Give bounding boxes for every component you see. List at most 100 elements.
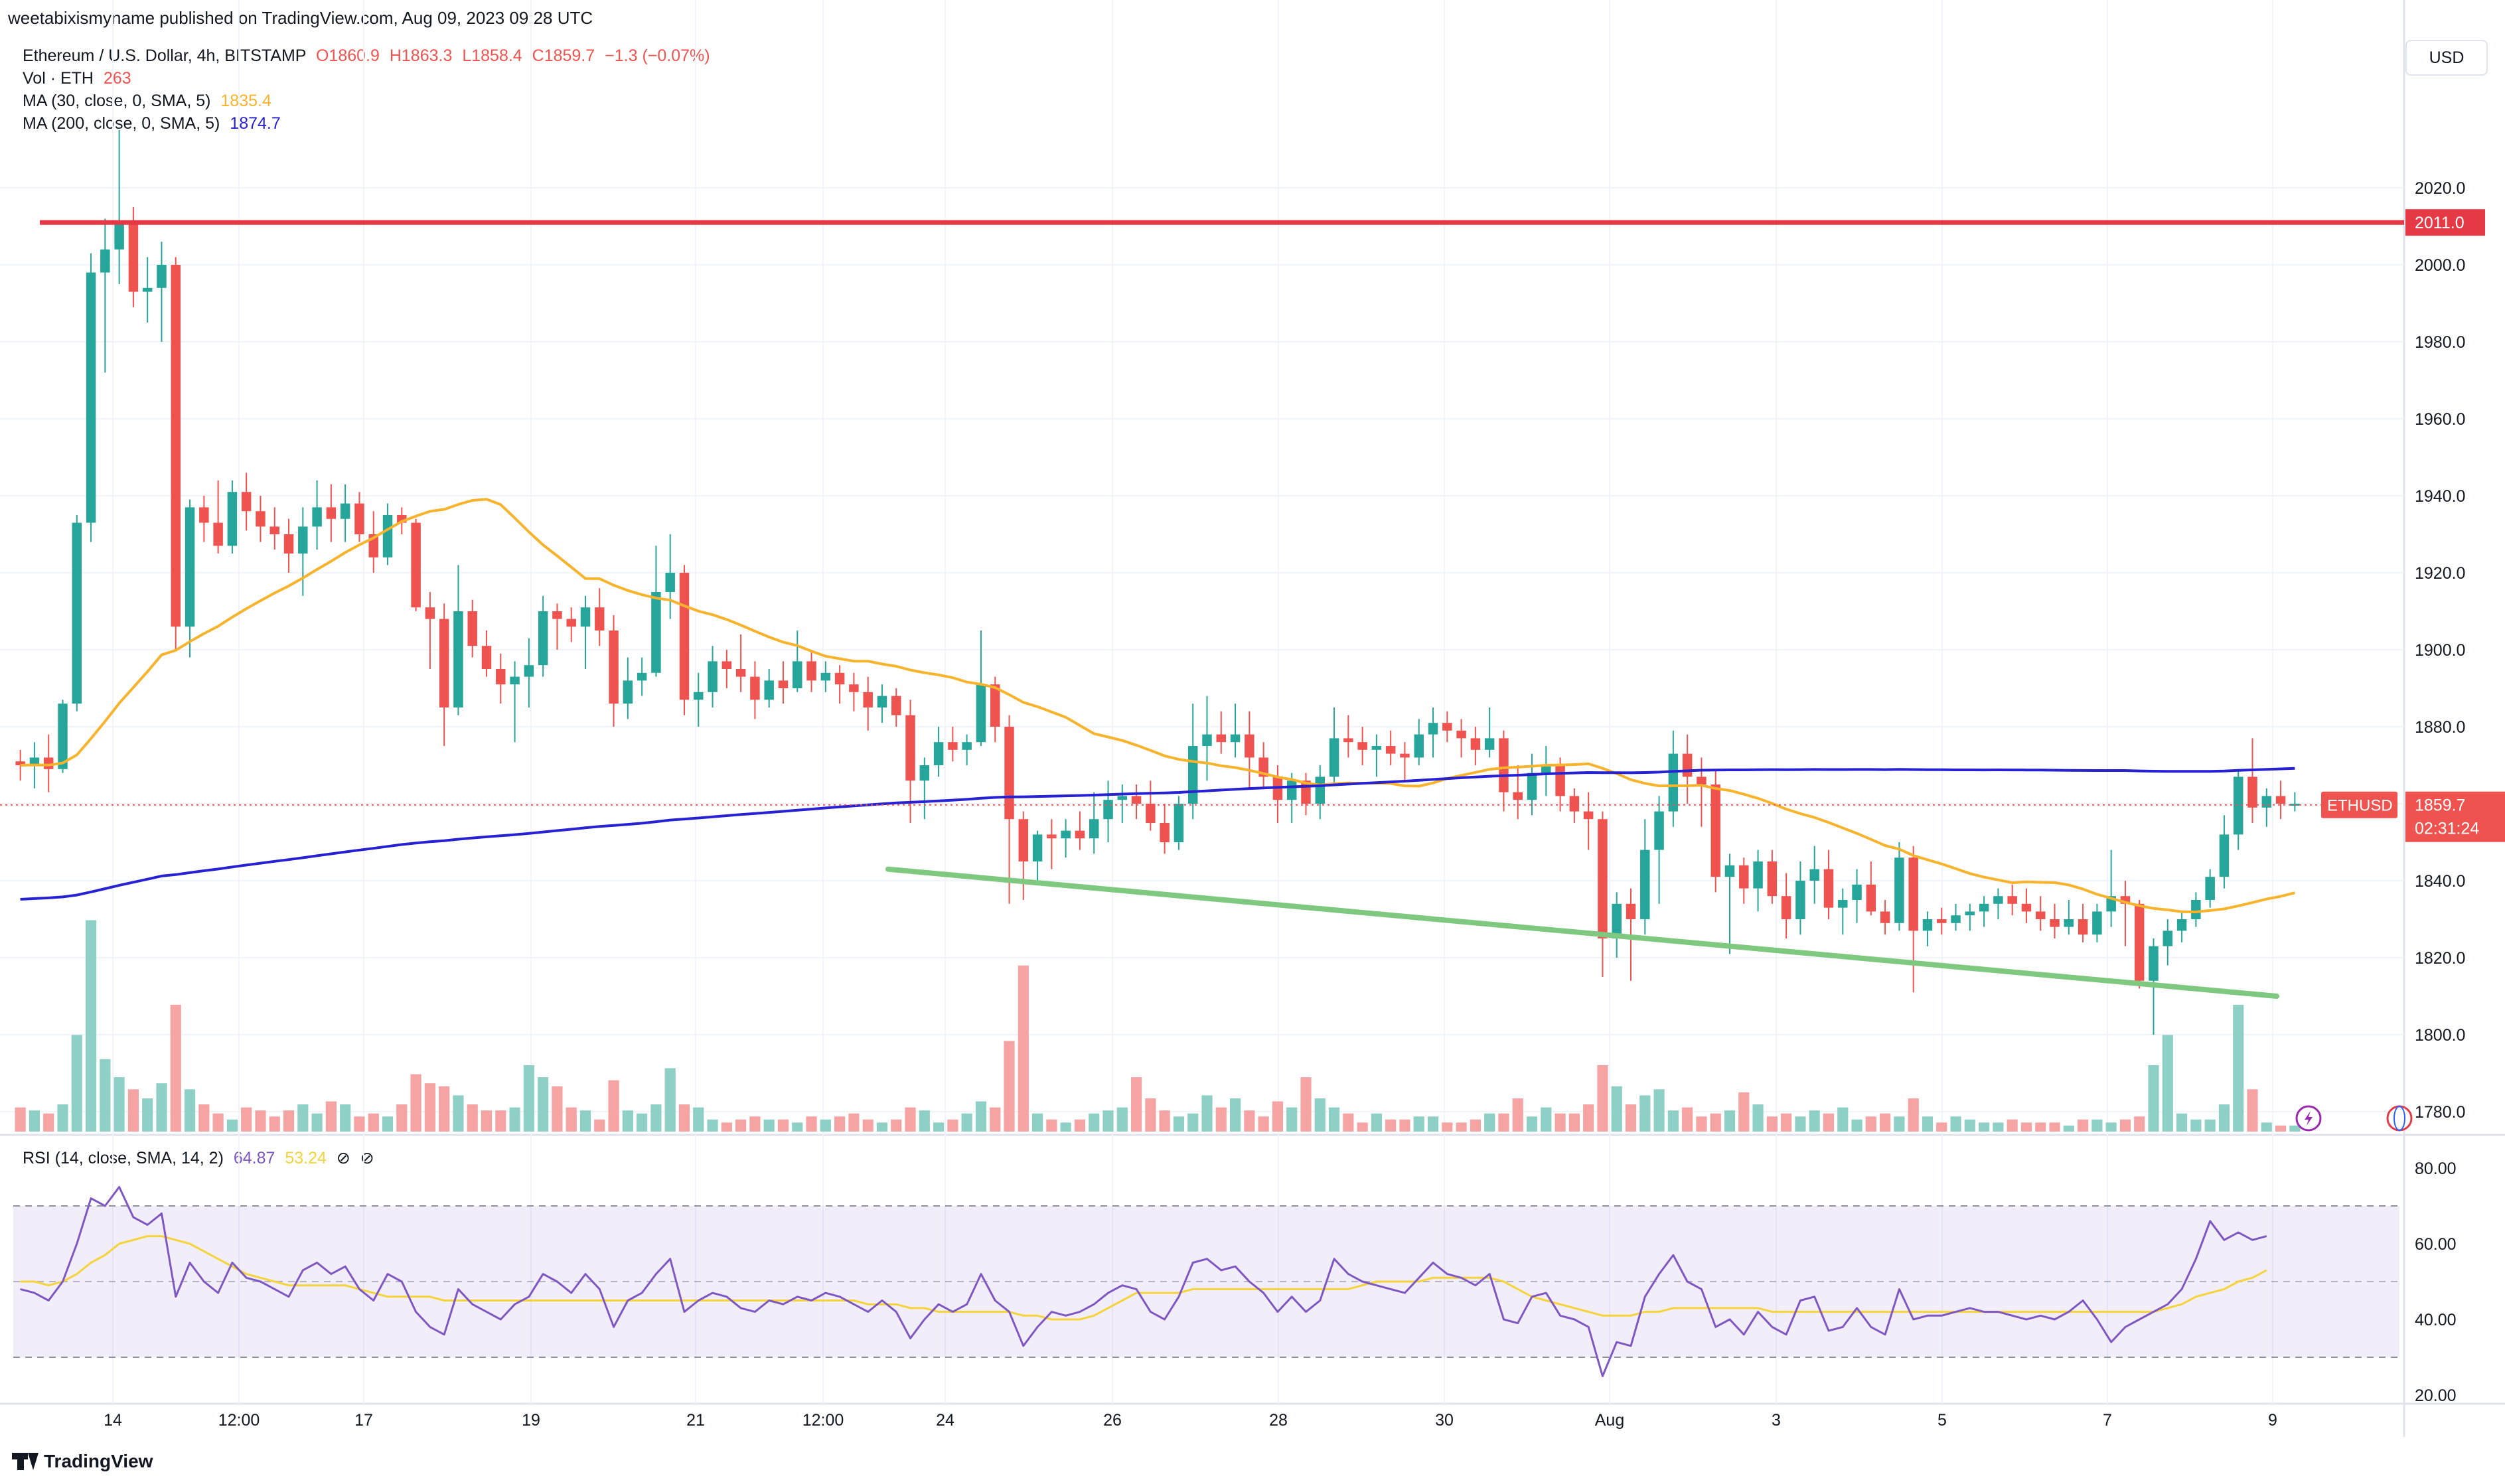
volume-bar <box>354 1116 365 1132</box>
volume-label[interactable]: Vol · ETH <box>23 69 94 88</box>
volume-bar <box>1541 1107 1552 1132</box>
rsi-ma-value: 53.24 <box>285 1149 327 1167</box>
volume-bar <box>325 1101 337 1132</box>
ohlc-open: O1860.9 <box>315 46 380 65</box>
volume-bar <box>212 1113 224 1132</box>
volume-bar <box>1851 1119 1862 1132</box>
candle-body <box>1456 730 1466 739</box>
candle-body <box>1315 777 1326 804</box>
hide-icon[interactable]: ⊘ <box>336 1149 350 1167</box>
candle-body <box>1230 734 1241 743</box>
candle-body <box>962 742 972 750</box>
candle-body <box>1018 819 1029 861</box>
time-tick-label: 12:00 <box>218 1411 260 1430</box>
candle-body <box>820 672 831 681</box>
volume-bar <box>862 1119 873 1132</box>
volume-bar <box>594 1119 605 1132</box>
volume-bar <box>1597 1065 1608 1132</box>
lightning-bolt-icon <box>2305 1111 2313 1126</box>
volume-bar <box>142 1098 153 1132</box>
candle-body <box>2078 919 2088 935</box>
volume-bar <box>481 1110 493 1132</box>
rsi-value: 64.87 <box>233 1149 275 1167</box>
candle-body <box>1117 796 1128 800</box>
symbol-title[interactable]: Ethereum / U.S. Dollar, 4h, BITSTAMP <box>23 46 307 65</box>
candle-body <box>1216 734 1227 743</box>
rsi-label[interactable]: RSI (14, close, SMA, 14, 2) <box>23 1149 224 1167</box>
ma30-legend: MA (30, close, 0, SMA, 5) 1835.4 <box>23 92 271 111</box>
volume-bar <box>1639 1095 1651 1132</box>
volume-bar <box>1682 1107 1693 1132</box>
time-tick-label: 9 <box>2268 1411 2277 1430</box>
volume-bar <box>1173 1116 1185 1132</box>
volume-bar <box>1922 1116 1934 1132</box>
price-tick-label: 1900.0 <box>2415 641 2465 660</box>
volume-bar <box>2049 1122 2060 1132</box>
candle-body <box>1697 777 1707 784</box>
candle-body <box>1908 857 1918 931</box>
volume-bar <box>1413 1116 1424 1132</box>
candle-body <box>185 507 195 627</box>
candle-body <box>1640 850 1650 919</box>
candle-body <box>1668 753 1679 812</box>
tradingview-mark-icon <box>12 1453 38 1470</box>
volume-bar <box>735 1119 747 1132</box>
candle-body <box>354 503 364 534</box>
candle-body <box>2233 777 2243 835</box>
candle-body <box>425 607 435 619</box>
candle-body <box>1724 865 1735 877</box>
volume-bar <box>2119 1119 2131 1132</box>
volume-bar <box>2261 1122 2272 1132</box>
rsi-tick-label: 80.00 <box>2415 1159 2457 1178</box>
volume-bar <box>1314 1098 1326 1132</box>
candle-body <box>1809 869 1819 881</box>
volume-bar <box>2020 1122 2032 1132</box>
candle-body <box>933 742 944 765</box>
rsi-line <box>20 1186 2267 1377</box>
candle-body <box>2021 903 2032 912</box>
candle-body <box>496 669 506 685</box>
volume-bar <box>1229 1098 1241 1132</box>
time-tick-label: 19 <box>522 1411 540 1430</box>
candle-body <box>1852 884 1862 900</box>
volume-bar <box>1498 1113 1509 1132</box>
volume-bar <box>523 1065 534 1132</box>
volume-bar <box>1625 1104 1637 1132</box>
candle-body <box>283 534 294 554</box>
volume-bar <box>650 1104 662 1132</box>
candle-body <box>1470 738 1481 750</box>
volume-bar <box>1667 1110 1679 1132</box>
volume-bar <box>678 1104 690 1132</box>
ma200-label[interactable]: MA (200, close, 0, SMA, 5) <box>23 114 220 133</box>
rsi-legend: RSI (14, close, SMA, 14, 2) 64.87 53.24 … <box>23 1148 374 1168</box>
volume-bar <box>1385 1119 1397 1132</box>
candle-body <box>157 265 167 288</box>
volume-bar <box>1555 1113 1566 1132</box>
volume-bar <box>538 1077 549 1132</box>
ma30-label[interactable]: MA (30, close, 0, SMA, 5) <box>23 92 211 110</box>
currency-button[interactable]: USD <box>2405 40 2488 76</box>
price-tick-label: 1780.0 <box>2415 1103 2465 1122</box>
price-tick-label: 1940.0 <box>2415 487 2465 506</box>
candle-body <box>637 672 647 681</box>
ma30-value: 1835.4 <box>220 92 271 110</box>
symbol-legend: Ethereum / U.S. Dollar, 4h, BITSTAMP O18… <box>23 46 710 66</box>
volume-bar <box>2134 1116 2145 1132</box>
candle-body <box>1795 881 1805 919</box>
volume-bar <box>2233 1004 2244 1132</box>
brand-name: TradingView <box>44 1451 153 1471</box>
rsi-band <box>13 1205 2399 1358</box>
volume-bar <box>1766 1116 1778 1132</box>
volume-bar <box>1399 1119 1410 1132</box>
symbol-badge-label: ETHUSD <box>2327 797 2393 815</box>
rsi-tick-label: 60.00 <box>2415 1235 2457 1254</box>
ma200-line <box>20 767 2295 901</box>
volume-bar <box>2148 1065 2159 1132</box>
candle-body <box>2064 919 2074 927</box>
volume-bar <box>763 1119 775 1132</box>
volume-bar <box>198 1104 210 1132</box>
volume-bar <box>820 1119 831 1132</box>
tradingview-logo[interactable]: TradingView <box>12 1451 153 1472</box>
candle-body <box>1032 834 1043 861</box>
